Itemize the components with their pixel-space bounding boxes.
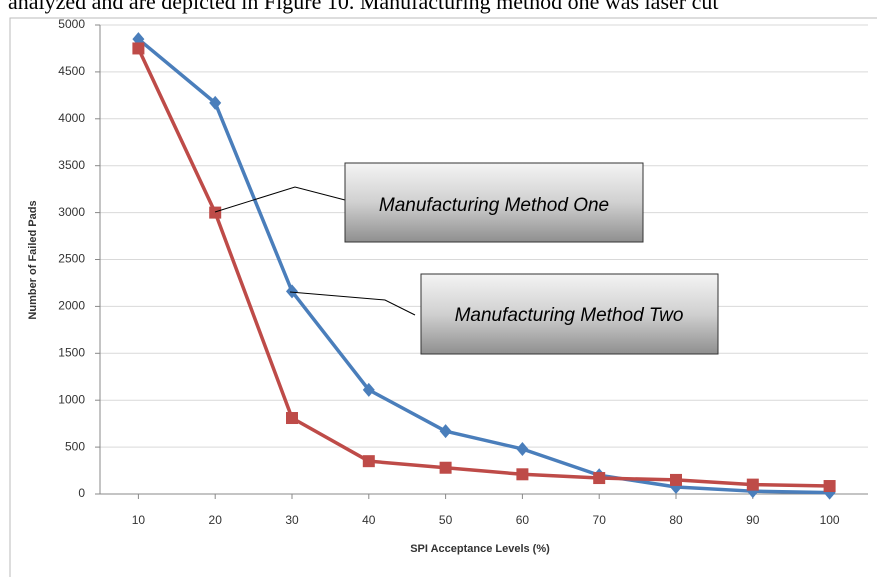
y-tick-label: 1000 [58, 392, 85, 406]
callout-box [344, 162, 644, 243]
point-marker [823, 480, 836, 493]
point-marker [439, 461, 452, 474]
x-tick-label: 60 [516, 513, 530, 527]
callout-text: Manufacturing Method One [379, 195, 609, 216]
point-marker [209, 95, 222, 110]
x-tick-label: 70 [593, 513, 607, 527]
point-marker [286, 412, 298, 425]
y-tick-label: 500 [65, 439, 85, 453]
x-tick-label: 90 [746, 513, 760, 527]
y-tick-label: 1500 [58, 345, 85, 359]
y-tick-label: 3500 [58, 158, 85, 172]
callout-box [420, 273, 719, 355]
point-marker [516, 468, 529, 481]
y-tick-label: 3000 [58, 205, 85, 219]
point-marker [132, 42, 145, 55]
point-marker [286, 284, 298, 299]
x-tick-label: 80 [669, 513, 683, 527]
leader-line [289, 291, 416, 316]
leader-line [214, 186, 346, 213]
plot-area: 0 500 1000 1500 2000 2500 3000 3500 4000 4500 5000… [58, 17, 868, 527]
y-tick-label: 0 [78, 486, 85, 500]
point-marker [746, 478, 759, 491]
y-tick-label: 2000 [58, 299, 85, 313]
series-line [136, 47, 830, 488]
point-marker [439, 424, 452, 439]
y-axis-label: Number of Failed Pads [27, 200, 39, 319]
y-tick-label: 4500 [58, 64, 85, 78]
x-tick-label: 30 [285, 513, 299, 527]
x-axis-label: SPI Acceptance Levels (%) [410, 543, 550, 555]
callout-one: Manufacturing Method One [214, 162, 644, 243]
x-tick-label: 50 [439, 513, 453, 527]
x-tick-label: 100 [820, 513, 840, 527]
callout-text: Manufacturing Method Two [455, 305, 684, 326]
point-marker [362, 382, 375, 397]
point-marker [593, 472, 606, 485]
chart-frame [9, 17, 877, 577]
x-tick-label: 10 [132, 513, 146, 527]
series-line [137, 37, 830, 495]
y-tick-label: 5000 [58, 17, 85, 31]
point-marker [516, 441, 529, 456]
point-marker [362, 455, 375, 468]
x-tick-label: 20 [209, 513, 223, 527]
point-marker [670, 473, 682, 486]
y-tick-label: 2500 [58, 252, 85, 266]
x-tick-label: 40 [362, 513, 376, 527]
y-tick-label: 4000 [58, 111, 85, 125]
callout-two: Manufacturing Method Two [289, 273, 719, 355]
point-marker [209, 206, 222, 219]
body-text: analyzed and are depicted in Figure 10. … [8, 0, 718, 14]
